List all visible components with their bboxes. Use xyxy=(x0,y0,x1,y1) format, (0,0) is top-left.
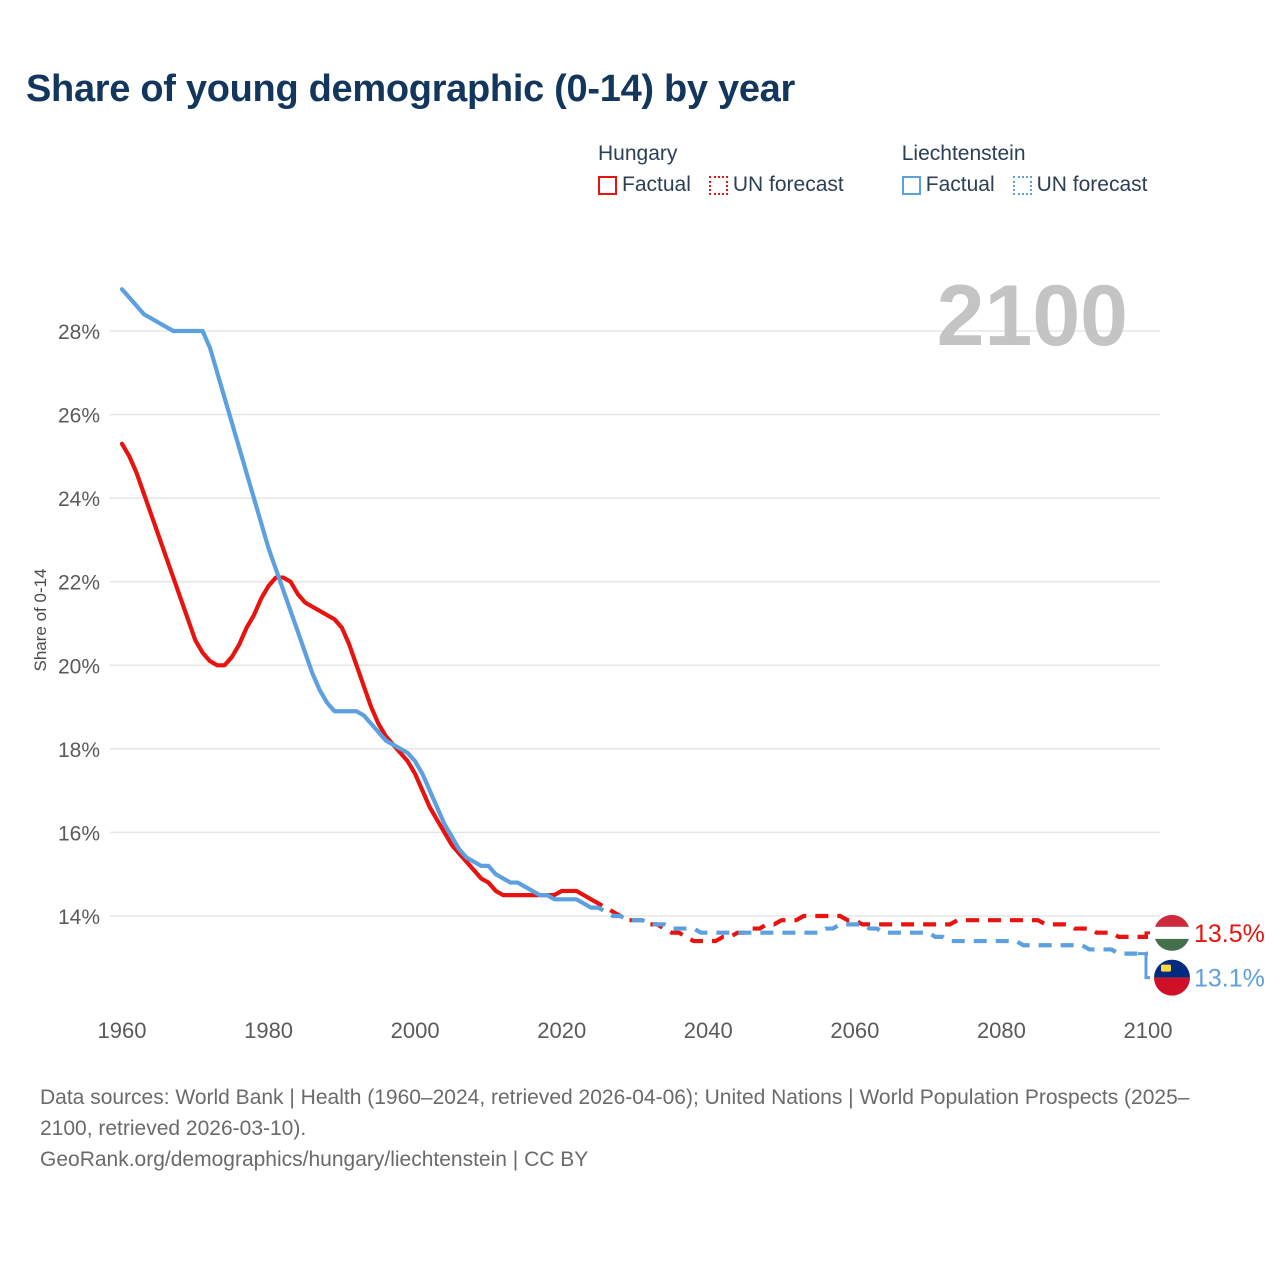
liechtenstein-end-label: 13.1% xyxy=(1194,965,1265,993)
legend-country-hungary: Hungary xyxy=(598,142,678,165)
chart-series-lines xyxy=(119,287,1148,956)
y-axis-tick: 28% xyxy=(58,321,100,344)
footer-credits: Data sources: World Bank | Health (1960–… xyxy=(40,1082,1200,1175)
legend-entries-hungary: Factual UN forecast xyxy=(598,173,844,197)
legend-swatch-dotted-icon xyxy=(708,175,728,195)
y-axis-tick: 26% xyxy=(58,405,100,428)
legend-entries-liechtenstein: Factual UN forecast xyxy=(901,173,1148,197)
legend-swatch-solid-icon xyxy=(901,175,921,195)
legend-label-liechtenstein-forecast: UN forecast xyxy=(1036,173,1148,196)
series-line-factual xyxy=(119,287,594,910)
y-axis-tick: 18% xyxy=(58,739,100,762)
x-axis-tick: 2040 xyxy=(684,1018,733,1043)
legend-swatch-solid-icon xyxy=(598,175,617,195)
y-axis-tick: 16% xyxy=(58,822,100,845)
legend-label-hungary-factual: Factual xyxy=(622,173,691,196)
x-axis-tick: 2080 xyxy=(977,1018,1026,1043)
x-axis-tick: 2100 xyxy=(1124,1018,1173,1043)
x-axis-tick: 2020 xyxy=(537,1018,586,1043)
chart-plot-area: 14% 16% 18% 20% 22% 24% 26% 28% 1960 1980 2000 202… xyxy=(31,268,1265,1043)
x-axis-tick: 1980 xyxy=(244,1018,293,1043)
liechtenstein-flag-icon xyxy=(1154,959,1190,996)
legend-item-hungary-forecast[interactable]: UN forecast xyxy=(708,173,844,197)
page-title: Share of young demographic (0-14) by yea… xyxy=(26,68,796,110)
series-line-forecast xyxy=(591,905,1148,956)
x-axis-tick: 2000 xyxy=(391,1018,440,1043)
legend-group-liechtenstein: Liechtenstein Factual UN forecast xyxy=(901,142,1148,197)
legend-label-liechtenstein-factual: Factual xyxy=(925,173,995,196)
legend-swatch-dotted-icon xyxy=(1012,175,1032,195)
y-axis-tick: 24% xyxy=(58,488,100,511)
hungary-end-connector xyxy=(1138,931,1150,939)
legend-group-hungary: Hungary Factual UN forecast xyxy=(598,142,844,197)
series-line-forecast xyxy=(589,897,1148,944)
liechtenstein-end-connector xyxy=(1138,952,1150,980)
x-axis-tick: 2060 xyxy=(830,1018,879,1043)
y-axis-title: Share of 0-14 xyxy=(31,568,50,671)
x-axis-tick-labels: 1960 1980 2000 2020 2040 2060 2080 2100 xyxy=(98,1018,1173,1043)
y-axis-tick-labels: 14% 16% 18% 20% 22% 24% 26% 28% xyxy=(58,321,100,929)
y-axis-tick: 22% xyxy=(58,572,100,595)
x-axis-tick: 1960 xyxy=(98,1018,147,1043)
footer-data-sources: Data sources: World Bank | Health (1960–… xyxy=(40,1086,1190,1140)
y-axis-tick: 20% xyxy=(58,655,100,678)
legend-item-hungary-factual[interactable]: Factual xyxy=(598,173,691,197)
legend-label-hungary-forecast: UN forecast xyxy=(732,173,844,196)
chart-legend: Hungary Factual UN forecast Liechtenstei… xyxy=(598,142,1258,197)
hungary-end-label: 13.5% xyxy=(1194,920,1265,948)
footer-attribution: GeoRank.org/demographics/hungary/liechte… xyxy=(40,1148,589,1171)
series-line-factual xyxy=(119,441,594,902)
hungary-flag-icon xyxy=(1154,914,1190,951)
year-watermark: 2100 xyxy=(937,268,1128,364)
legend-item-liechtenstein-forecast[interactable]: UN forecast xyxy=(1012,173,1148,197)
legend-item-liechtenstein-factual[interactable]: Factual xyxy=(901,173,995,197)
y-axis-tick: 14% xyxy=(58,906,100,929)
chart-gridlines xyxy=(110,330,1160,917)
line-chart-svg: 14% 16% 18% 20% 22% 24% 26% 28% 1960 1980 2000 202… xyxy=(31,268,1265,1043)
chart-end-markers: 13.5% 13.1% xyxy=(1138,914,1265,996)
legend-country-liechtenstein: Liechtenstein xyxy=(901,142,1026,165)
